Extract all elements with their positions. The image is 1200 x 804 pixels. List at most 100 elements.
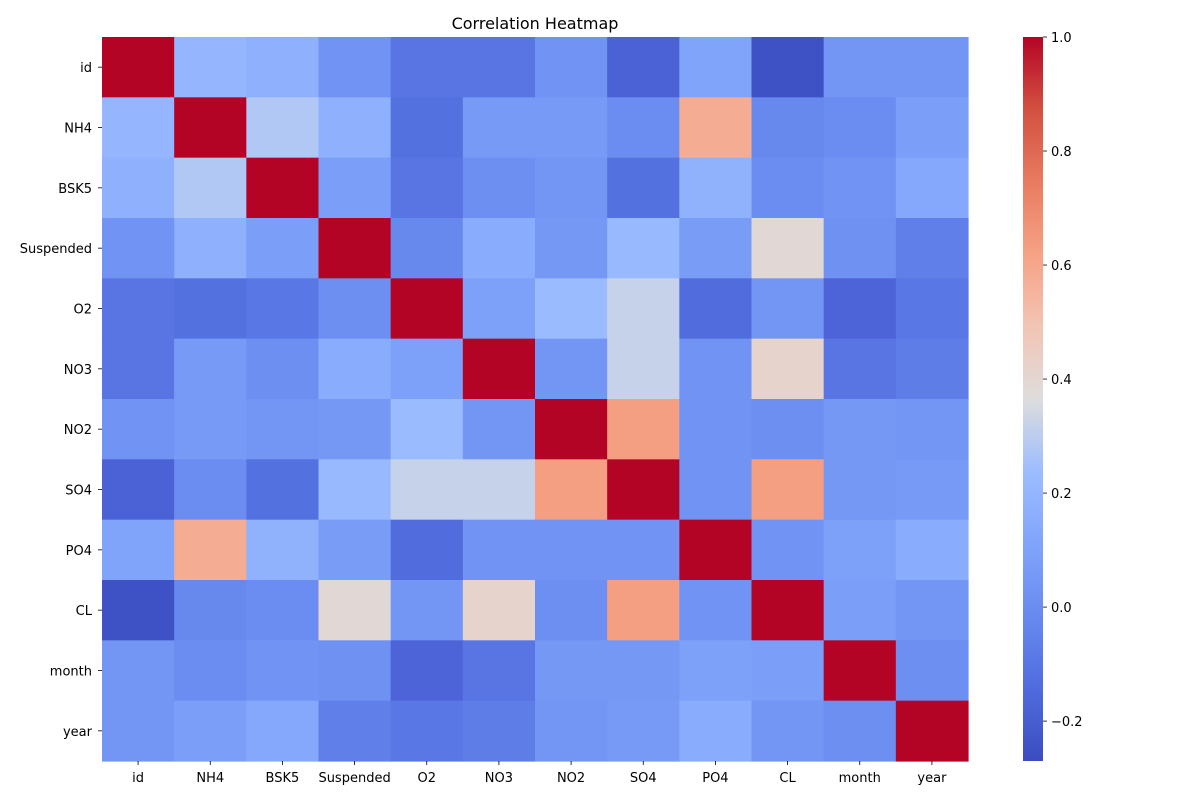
heatmap-cell-NO2-O2 bbox=[390, 399, 464, 460]
y-tick-label: NO2 bbox=[64, 423, 92, 438]
heatmap-cell-id-id bbox=[102, 37, 175, 98]
heatmap-cell-O2-Suspended bbox=[318, 278, 392, 340]
heatmap-cell-SO4-Suspended bbox=[318, 459, 392, 521]
heatmap-cell-CL-NO2 bbox=[535, 580, 608, 641]
heatmap-cell-NH4-Suspended bbox=[318, 97, 392, 159]
heatmap-cell-SO4-O2 bbox=[390, 459, 464, 521]
x-tick-label: CL bbox=[779, 771, 796, 786]
heatmap-cell-NO3-BSK5 bbox=[246, 338, 320, 400]
heatmap-cell-O2-month bbox=[823, 278, 897, 340]
heatmap-cell-NO3-NO3 bbox=[462, 338, 536, 400]
heatmap-cell-CL-Suspended bbox=[318, 580, 392, 641]
colorbar-tick-label: −0.2 bbox=[1051, 715, 1083, 730]
heatmap-cell-id-NO2 bbox=[535, 37, 608, 98]
x-tick-label: NH4 bbox=[196, 771, 224, 786]
heatmap-cell-O2-BSK5 bbox=[246, 278, 320, 340]
heatmap-cell-id-year bbox=[895, 37, 969, 98]
y-tick-label: id bbox=[80, 61, 92, 76]
heatmap-cell-BSK5-month bbox=[823, 157, 897, 219]
heatmap-cell-PO4-Suspended bbox=[318, 519, 392, 581]
heatmap-cell-year-SO4 bbox=[607, 700, 680, 762]
heatmap-cell-BSK5-year bbox=[895, 157, 969, 219]
heatmap-cell-SO4-NO3 bbox=[462, 459, 536, 521]
heatmap-cell-PO4-BSK5 bbox=[246, 519, 320, 581]
heatmap-cell-SO4-id bbox=[102, 459, 175, 521]
heatmap-cell-CL-PO4 bbox=[679, 580, 753, 641]
heatmap-cell-PO4-O2 bbox=[390, 519, 464, 581]
heatmap-cell-BSK5-CL bbox=[751, 157, 825, 219]
heatmap-cell-year-Suspended bbox=[318, 700, 392, 762]
heatmap-cell-SO4-year bbox=[895, 459, 969, 521]
y-tick-label: year bbox=[63, 725, 93, 740]
heatmap-cell-O2-NO2 bbox=[535, 278, 608, 340]
heatmap-cell-BSK5-id bbox=[102, 157, 175, 219]
x-tick-label: PO4 bbox=[702, 771, 728, 786]
heatmap-cell-month-PO4 bbox=[679, 640, 753, 702]
heatmap-cell-SO4-BSK5 bbox=[246, 459, 320, 521]
heatmap-cell-Suspended-year bbox=[895, 218, 969, 279]
heatmap-cell-NO2-NO3 bbox=[462, 399, 536, 460]
heatmap-cell-NO2-year bbox=[895, 399, 969, 460]
heatmap-cells bbox=[102, 37, 969, 762]
heatmap-cell-O2-NH4 bbox=[174, 278, 247, 340]
heatmap-cell-month-year bbox=[895, 640, 969, 702]
heatmap-cell-PO4-id bbox=[102, 519, 175, 581]
heatmap-cell-year-O2 bbox=[390, 700, 464, 762]
heatmap-cell-id-SO4 bbox=[607, 37, 680, 98]
y-tick-label: SO4 bbox=[65, 484, 92, 499]
y-tick-label: month bbox=[50, 665, 92, 680]
heatmap-cell-NH4-NO3 bbox=[462, 97, 536, 159]
heatmap-cell-BSK5-PO4 bbox=[679, 157, 753, 219]
colorbar-tick-label: 0.6 bbox=[1051, 259, 1072, 274]
heatmap-cell-NO3-SO4 bbox=[607, 338, 680, 400]
heatmap-cell-BSK5-BSK5 bbox=[246, 157, 320, 219]
heatmap-cell-NH4-O2 bbox=[390, 97, 464, 159]
heatmap-cell-month-NO2 bbox=[535, 640, 608, 702]
y-tick-label: NH4 bbox=[64, 122, 92, 137]
heatmap-cell-SO4-PO4 bbox=[679, 459, 753, 521]
y-tick-label: O2 bbox=[73, 303, 92, 318]
heatmap-cell-NH4-PO4 bbox=[679, 97, 753, 159]
heatmap-cell-month-O2 bbox=[390, 640, 464, 702]
heatmap-cell-O2-CL bbox=[751, 278, 825, 340]
heatmap-cell-month-NH4 bbox=[174, 640, 247, 702]
heatmap-cell-BSK5-NO2 bbox=[535, 157, 608, 219]
heatmap-cell-id-Suspended bbox=[318, 37, 392, 98]
heatmap-cell-NO2-month bbox=[823, 399, 897, 460]
heatmap-cell-NO3-O2 bbox=[390, 338, 464, 400]
heatmap-cell-O2-SO4 bbox=[607, 278, 680, 340]
colorbar-tick-label: 0.2 bbox=[1051, 487, 1072, 502]
colorbar-tick-label: 0.8 bbox=[1051, 145, 1072, 160]
x-tick-label: id bbox=[132, 771, 144, 786]
heatmap-cell-NO2-NO2 bbox=[535, 399, 608, 460]
x-tick-label: NO2 bbox=[557, 771, 585, 786]
heatmap-cell-NH4-year bbox=[895, 97, 969, 159]
heatmap-cell-PO4-NO3 bbox=[462, 519, 536, 581]
heatmap-cell-id-month bbox=[823, 37, 897, 98]
heatmap-cell-Suspended-NO3 bbox=[462, 218, 536, 279]
heatmap-cell-NH4-SO4 bbox=[607, 97, 680, 159]
heatmap-cell-BSK5-Suspended bbox=[318, 157, 392, 219]
heatmap-cell-month-month bbox=[823, 640, 897, 702]
heatmap-cell-O2-id bbox=[102, 278, 175, 340]
heatmap-cell-NO3-NO2 bbox=[535, 338, 608, 400]
heatmap-cell-O2-PO4 bbox=[679, 278, 753, 340]
heatmap-cell-NO2-NH4 bbox=[174, 399, 247, 460]
heatmap-cell-year-id bbox=[102, 700, 175, 762]
heatmap-cell-id-BSK5 bbox=[246, 37, 320, 98]
heatmap-cell-PO4-year bbox=[895, 519, 969, 581]
x-tick-label: Suspended bbox=[318, 771, 390, 786]
heatmap-cell-SO4-month bbox=[823, 459, 897, 521]
heatmap-cell-id-O2 bbox=[390, 37, 464, 98]
heatmap-cell-year-PO4 bbox=[679, 700, 753, 762]
heatmap-cell-NO2-PO4 bbox=[679, 399, 753, 460]
heatmap-cell-NO3-NH4 bbox=[174, 338, 247, 400]
heatmap-cell-NH4-NH4 bbox=[174, 97, 247, 159]
heatmap-cell-CL-month bbox=[823, 580, 897, 641]
heatmap-cell-CL-CL bbox=[751, 580, 825, 641]
heatmap-cell-PO4-SO4 bbox=[607, 519, 680, 581]
heatmap-cell-NO3-id bbox=[102, 338, 175, 400]
heatmap-cell-year-NO2 bbox=[535, 700, 608, 762]
